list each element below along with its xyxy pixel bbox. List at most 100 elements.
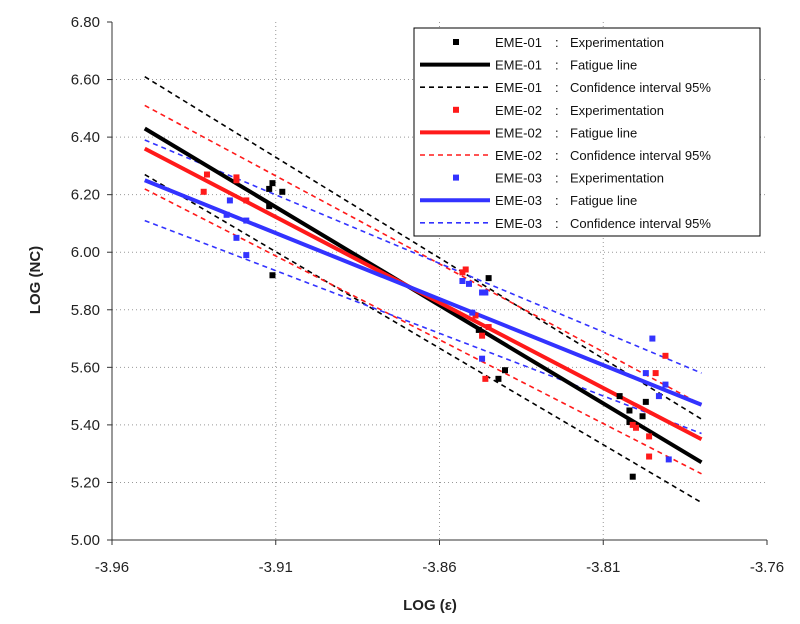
legend-label: Experimentation bbox=[570, 35, 664, 50]
y-tick-label: 6.60 bbox=[71, 72, 100, 89]
eme-02-point bbox=[652, 370, 659, 377]
y-tick-label: 5.80 bbox=[71, 302, 100, 319]
legend-series-name: EME-03 bbox=[495, 193, 542, 208]
legend-label: Confidence interval 95% bbox=[570, 80, 711, 95]
legend-separator: : bbox=[555, 58, 559, 73]
legend-label: Experimentation bbox=[570, 171, 664, 186]
legend-series-name: EME-03 bbox=[495, 171, 542, 186]
legend-marker-eme-03 bbox=[453, 174, 459, 181]
eme-01-point bbox=[269, 180, 276, 187]
eme-03-point bbox=[642, 370, 649, 377]
experiment-points bbox=[200, 171, 672, 480]
eme-03-ci-lower-line bbox=[144, 219, 702, 435]
eme-01-point bbox=[616, 393, 623, 400]
eme-03-point bbox=[649, 335, 656, 342]
legend-label: Confidence interval 95% bbox=[570, 148, 711, 163]
eme-02-point bbox=[646, 453, 653, 460]
eme-01-point bbox=[642, 398, 649, 405]
legend-series-name: EME-02 bbox=[495, 148, 542, 163]
y-tick-labels: 5.00 5.20 5.40 5.60 5.80 6.00 6.20 6.40 6.60 6.80 bbox=[71, 14, 100, 549]
eme-03-point bbox=[482, 289, 489, 296]
y-tick-label: 5.20 bbox=[71, 474, 100, 491]
fatigue-lines bbox=[143, 126, 703, 465]
legend-separator: : bbox=[555, 35, 559, 50]
y-tick-label: 6.40 bbox=[71, 129, 100, 146]
eme-02-point bbox=[462, 266, 469, 273]
eme-01-point bbox=[629, 473, 636, 480]
y-tick-label: 6.20 bbox=[71, 187, 100, 204]
legend-series-name: EME-01 bbox=[495, 58, 542, 73]
legend-separator: : bbox=[555, 103, 559, 118]
eme-02-point bbox=[203, 171, 210, 178]
legend-series-name: EME-02 bbox=[495, 125, 542, 140]
y-axis-title: LOG (NC) bbox=[27, 246, 44, 314]
eme-02-point bbox=[662, 352, 669, 359]
eme-01-point bbox=[495, 375, 502, 382]
eme-02-point bbox=[485, 324, 492, 331]
y-tick-label: 6.80 bbox=[71, 14, 100, 31]
x-tick-label: -3.86 bbox=[422, 559, 456, 576]
eme-01-point bbox=[502, 367, 508, 374]
eme-01-point bbox=[485, 275, 492, 282]
legend-marker-eme-02 bbox=[453, 106, 459, 113]
x-tick-label: -3.96 bbox=[95, 559, 129, 576]
legend-separator: : bbox=[555, 171, 559, 186]
eme-03-point bbox=[662, 381, 669, 388]
legend-series-name: EME-01 bbox=[495, 35, 542, 50]
eme-02-point bbox=[459, 269, 466, 276]
eme-03-point bbox=[479, 289, 486, 296]
y-tick-label: 5.00 bbox=[71, 532, 100, 549]
legend: EME-01: Experimentation EME-01: Fatigue lin… bbox=[413, 27, 761, 237]
eme-03-point bbox=[459, 278, 466, 284]
legend-label: Experimentation bbox=[570, 103, 664, 118]
eme-01-point bbox=[266, 185, 273, 192]
eme-01-point bbox=[475, 326, 482, 333]
eme-02-point bbox=[633, 424, 639, 431]
eme-02-point bbox=[479, 332, 486, 339]
legend-label: Fatigue line bbox=[570, 193, 637, 208]
eme-03-point bbox=[469, 309, 476, 316]
eme-03-point bbox=[233, 234, 240, 241]
eme-02-point bbox=[200, 188, 207, 195]
eme-02-point bbox=[472, 312, 479, 319]
legend-separator: : bbox=[555, 80, 559, 95]
eme-01-point bbox=[639, 413, 646, 420]
x-tick-label: -3.81 bbox=[586, 559, 620, 576]
eme-01-ci-upper-line bbox=[144, 75, 702, 420]
eme-02-ci-upper-line bbox=[144, 104, 702, 406]
eme-01-point bbox=[626, 419, 633, 426]
legend-label: Fatigue line bbox=[570, 125, 637, 140]
y-tick-label: 5.40 bbox=[71, 417, 100, 434]
legend-series-name: EME-03 bbox=[495, 216, 542, 231]
legend-label: Fatigue line bbox=[570, 58, 637, 73]
axes bbox=[107, 21, 768, 545]
eme-01-point bbox=[279, 188, 286, 195]
legend-series-name: EME-02 bbox=[495, 103, 542, 118]
eme-01-point bbox=[626, 407, 633, 414]
eme-03-point bbox=[226, 197, 233, 204]
eme-03-point bbox=[665, 456, 672, 463]
legend-marker-eme-01 bbox=[453, 39, 459, 45]
eme-03-point bbox=[655, 393, 662, 400]
legend-separator: : bbox=[555, 193, 559, 208]
eme-03-point bbox=[243, 252, 250, 259]
x-tick-labels: -3.96 -3.91 -3.86 -3.81 -3.76 bbox=[95, 559, 784, 576]
eme-03-point bbox=[223, 211, 230, 218]
eme-01-point bbox=[266, 203, 273, 210]
eme-02-point bbox=[482, 375, 489, 382]
y-tick-label: 6.00 bbox=[71, 244, 100, 261]
eme-03-fatigue-line bbox=[144, 178, 703, 407]
eme-02-point bbox=[243, 197, 250, 204]
x-axis-title: LOG (ε) bbox=[403, 597, 457, 614]
eme-02-point bbox=[629, 421, 636, 428]
eme-01-point bbox=[269, 272, 276, 279]
eme-03-point bbox=[479, 355, 486, 362]
legend-label: Confidence interval 95% bbox=[570, 216, 711, 231]
eme-03-point bbox=[243, 217, 250, 224]
eme-02-point bbox=[233, 177, 240, 184]
y-tick-label: 5.60 bbox=[71, 359, 100, 376]
legend-separator: : bbox=[555, 216, 559, 231]
legend-separator: : bbox=[555, 125, 559, 140]
legend-separator: : bbox=[555, 148, 559, 163]
